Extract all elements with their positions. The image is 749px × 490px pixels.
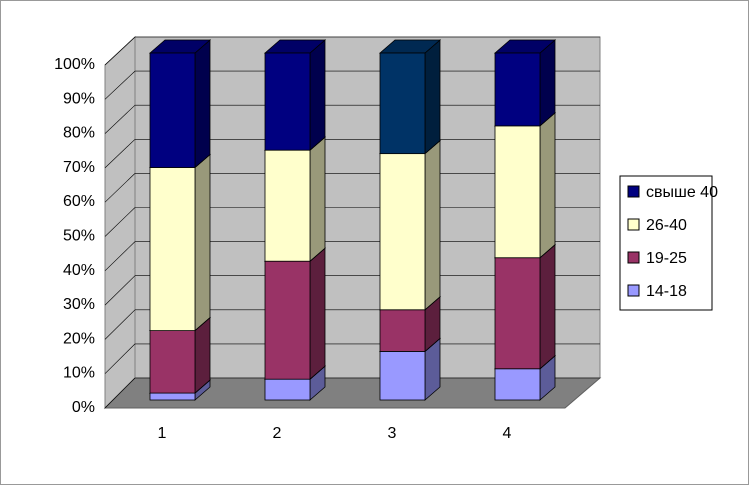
bar-side bbox=[194, 153, 211, 332]
y-tick-label: 10% bbox=[63, 365, 95, 382]
legend-swatch bbox=[627, 251, 640, 264]
y-tick-label: 30% bbox=[63, 296, 95, 313]
legend bbox=[619, 175, 713, 311]
bar bbox=[149, 392, 196, 401]
bar bbox=[379, 52, 426, 155]
grid-line bbox=[104, 36, 136, 66]
bar-side bbox=[424, 139, 441, 311]
legend-label: 19-25 bbox=[646, 250, 687, 267]
bar bbox=[264, 52, 311, 151]
y-tick-label: 0% bbox=[72, 399, 95, 416]
side-wall bbox=[104, 35, 136, 410]
bar-side bbox=[539, 111, 556, 259]
x-tick-label: 4 bbox=[503, 425, 512, 442]
y-tick-label: 40% bbox=[63, 262, 95, 279]
bar bbox=[494, 368, 541, 401]
bar-side bbox=[424, 39, 441, 155]
grid-line bbox=[104, 104, 136, 134]
bar-side bbox=[194, 39, 211, 169]
x-tick-label: 3 bbox=[388, 425, 397, 442]
legend-label: 14-18 bbox=[646, 283, 687, 300]
grid-line bbox=[104, 173, 136, 203]
legend-swatch bbox=[627, 185, 640, 198]
grid-line bbox=[104, 343, 136, 374]
bar bbox=[264, 149, 311, 262]
bar bbox=[494, 257, 541, 370]
bar bbox=[149, 52, 196, 168]
bar bbox=[149, 330, 196, 394]
grid-line bbox=[104, 275, 136, 306]
legend-swatch bbox=[627, 218, 640, 231]
y-tick-label: 70% bbox=[63, 159, 95, 176]
y-tick-label: 60% bbox=[63, 193, 95, 210]
bar-side bbox=[309, 39, 326, 152]
grid-line bbox=[104, 241, 136, 272]
bar bbox=[264, 260, 311, 380]
grid-line bbox=[104, 309, 136, 340]
bar-side bbox=[539, 243, 556, 370]
bar bbox=[494, 52, 541, 127]
y-tick-label: 100% bbox=[54, 56, 95, 73]
bar bbox=[379, 351, 426, 401]
grid-line bbox=[104, 70, 136, 100]
x-tick-label: 1 bbox=[158, 425, 167, 442]
y-tick-label: 50% bbox=[63, 228, 95, 245]
grid-line bbox=[104, 377, 136, 409]
bar bbox=[264, 378, 311, 401]
legend-swatch bbox=[627, 284, 640, 297]
legend-label: 26-40 bbox=[646, 217, 687, 234]
bar-side bbox=[309, 136, 326, 263]
x-tick-label: 2 bbox=[273, 425, 282, 442]
y-tick-label: 80% bbox=[63, 125, 95, 142]
y-tick-label: 20% bbox=[63, 330, 95, 347]
grid-line bbox=[104, 139, 136, 169]
legend-label: свыше 40 bbox=[646, 184, 718, 201]
y-tick-label: 90% bbox=[63, 90, 95, 107]
bar-side bbox=[309, 247, 326, 381]
bar bbox=[379, 309, 426, 352]
bar bbox=[149, 167, 196, 331]
bar-side bbox=[539, 39, 556, 127]
bar bbox=[379, 153, 426, 311]
grid-line bbox=[104, 207, 136, 237]
bar bbox=[494, 125, 541, 259]
